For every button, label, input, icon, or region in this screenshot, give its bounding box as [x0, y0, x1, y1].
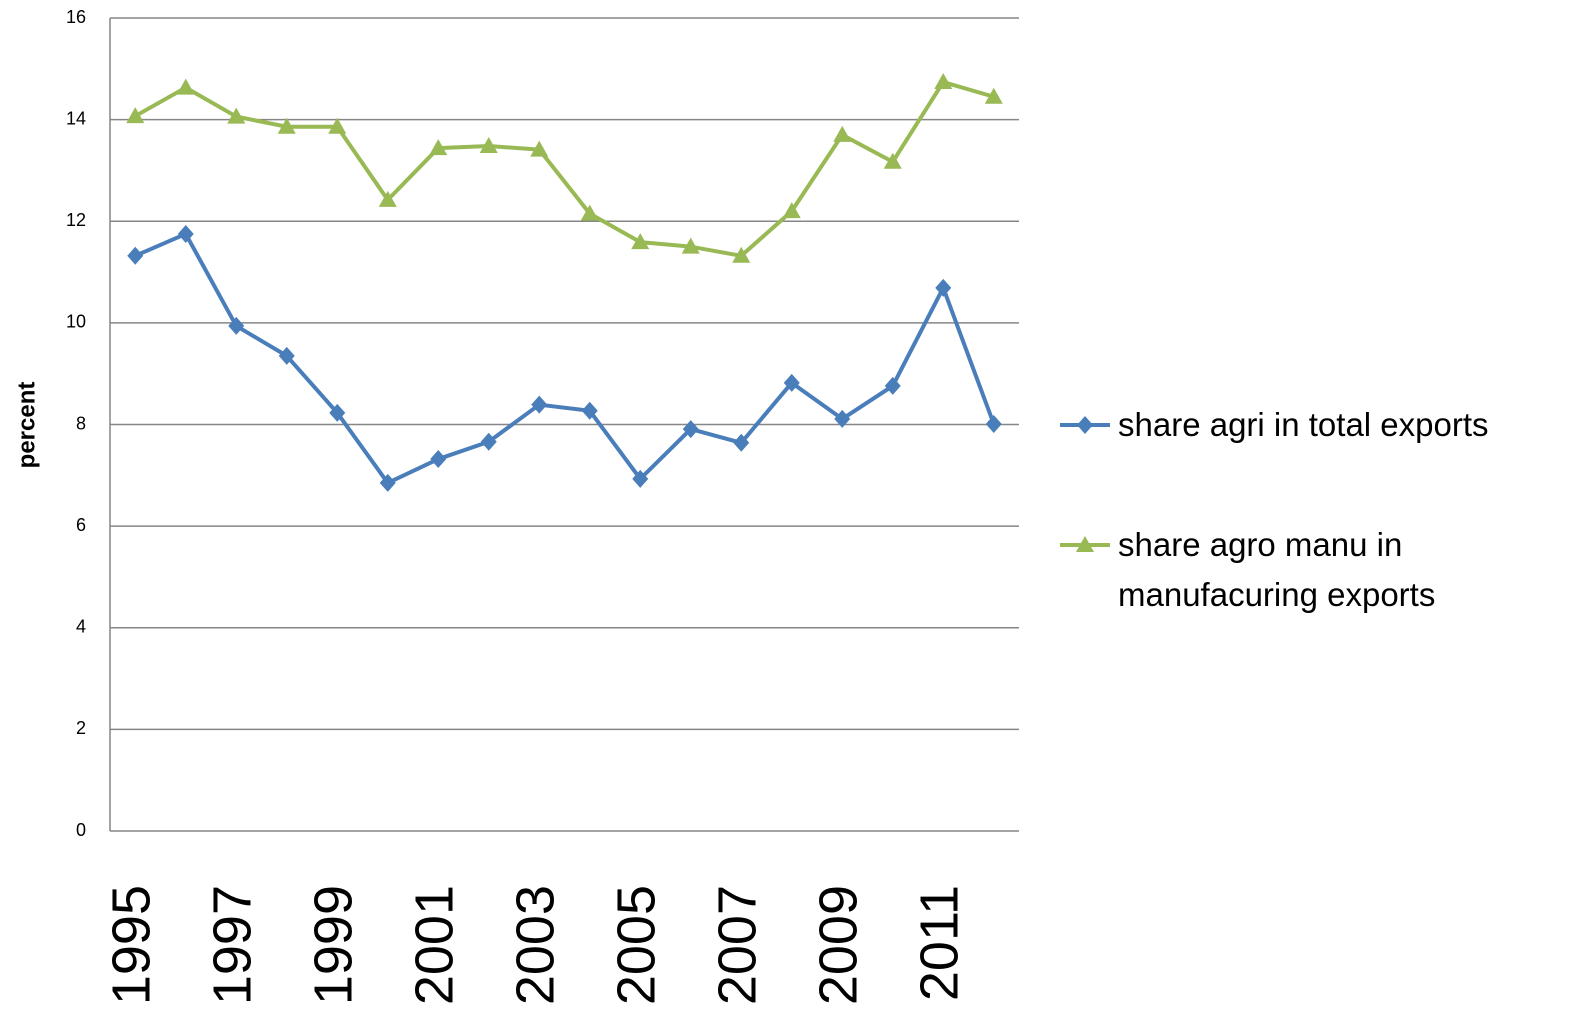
- marker: [126, 107, 145, 124]
- marker: [935, 278, 952, 297]
- legend-item: share agri in total exports: [1058, 400, 1528, 450]
- marker: [277, 117, 296, 134]
- x-tick-label: 2001: [405, 885, 465, 1005]
- marker: [429, 139, 448, 156]
- marker: [834, 409, 851, 428]
- marker: [531, 395, 548, 414]
- marker: [833, 125, 852, 142]
- marker: [328, 117, 347, 134]
- marker: [733, 433, 750, 452]
- legend-icon: [1060, 536, 1110, 552]
- marker: [378, 190, 397, 207]
- marker: [581, 401, 598, 420]
- marker: [883, 152, 902, 169]
- legend-item: share agro manu in manufacuring exports: [1058, 520, 1528, 620]
- marker: [379, 473, 396, 492]
- legend-marker: [1077, 416, 1093, 434]
- y-axis-label: percent: [13, 382, 40, 469]
- marker: [176, 78, 195, 95]
- y-tick-label: 14: [66, 108, 86, 128]
- marker: [783, 373, 800, 392]
- marker: [984, 87, 1003, 104]
- marker: [632, 469, 649, 488]
- legend-marker: [1076, 536, 1094, 552]
- series-line: [134, 231, 996, 485]
- marker: [430, 450, 447, 469]
- marker: [480, 432, 497, 451]
- marker: [278, 346, 295, 365]
- marker: [681, 237, 700, 254]
- marker: [177, 224, 194, 243]
- x-tick-label: 1995: [102, 885, 162, 1005]
- x-tick-label: 1999: [304, 885, 364, 1005]
- x-tick-label: 1997: [203, 885, 263, 1005]
- marker: [127, 246, 144, 265]
- series-line: [134, 80, 995, 258]
- marker: [985, 414, 1002, 433]
- marker: [631, 233, 650, 250]
- x-tick-label: 2007: [708, 885, 768, 1005]
- x-tick-label: 2011: [910, 885, 970, 1001]
- y-tick-label: 2: [76, 718, 86, 738]
- y-tick-label: 16: [66, 7, 86, 27]
- marker: [329, 403, 346, 422]
- y-tick-label: 12: [66, 210, 86, 230]
- marker: [228, 316, 245, 335]
- y-tick-label: 0: [76, 820, 86, 840]
- legend-icon: [1060, 416, 1110, 434]
- marker: [934, 73, 953, 90]
- marker: [884, 376, 901, 395]
- x-tick-label: 2003: [506, 885, 566, 1005]
- marker: [227, 107, 246, 124]
- y-tick-label: 6: [76, 515, 86, 535]
- marker: [782, 202, 801, 219]
- x-tick-label: 2005: [607, 885, 667, 1005]
- legend-label: share agro manu in manufacuring exports: [1118, 526, 1436, 613]
- marker: [732, 246, 751, 263]
- y-tick-label: 8: [76, 413, 86, 433]
- marker: [682, 420, 699, 439]
- y-tick-label: 10: [66, 312, 86, 332]
- y-tick-label: 4: [76, 617, 86, 637]
- x-tick-label: 2009: [809, 885, 869, 1005]
- marker: [479, 137, 498, 154]
- marker: [530, 140, 549, 157]
- marker: [580, 204, 599, 221]
- legend-label: share agri in total exports: [1118, 406, 1489, 443]
